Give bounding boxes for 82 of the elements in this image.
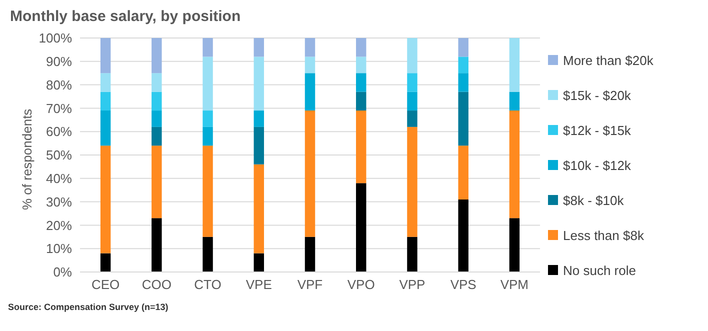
legend-label: $10k - $12k: [563, 158, 631, 172]
bar: [407, 126, 418, 237]
bar: [152, 92, 162, 111]
y-tick-label: 80%: [46, 77, 72, 92]
bar: [202, 38, 213, 57]
y-tick-label: 90%: [46, 54, 72, 70]
bar: [254, 253, 264, 272]
bar: [407, 110, 418, 127]
bar: [509, 110, 520, 218]
x-tick-label: VPF: [297, 277, 323, 292]
bar: [152, 146, 162, 218]
bar: [100, 253, 111, 272]
bar: [458, 199, 468, 272]
bar: [152, 38, 162, 74]
bar: [304, 110, 316, 237]
bar: [152, 218, 162, 272]
y-tick-label: 30%: [46, 194, 72, 210]
bar: [254, 38, 264, 57]
bar: [356, 38, 366, 57]
bar: [100, 92, 111, 111]
bar: [509, 218, 520, 272]
y-tick-label: 70%: [46, 100, 72, 116]
x-tick-label: VPE: [246, 277, 272, 292]
source-note: Source: Compensation Survey (n=13): [8, 302, 170, 312]
x-tick-label: VPS: [450, 277, 477, 292]
legend-label: No such role: [563, 262, 636, 278]
bar: [356, 183, 366, 272]
x-tick-label: CTO: [194, 277, 222, 292]
bar: [509, 92, 520, 111]
bar: [254, 110, 264, 127]
bar: [304, 56, 316, 74]
bar: [202, 110, 213, 127]
y-tick-label: 50%: [46, 148, 72, 163]
bar: [254, 126, 264, 164]
bar: [458, 38, 468, 57]
bar: [100, 146, 111, 254]
bar: [407, 236, 418, 272]
y-tick-label: 100%: [38, 30, 72, 46]
y-tick-label: 60%: [46, 124, 72, 140]
x-tick-label: CEO: [91, 277, 120, 292]
bar: [458, 73, 468, 92]
bar: [509, 38, 520, 92]
bar: [202, 236, 213, 272]
bar: [152, 73, 162, 92]
bar: [304, 236, 316, 272]
bar: [356, 110, 366, 184]
y-tick-label: 20%: [46, 218, 72, 233]
x-tick-label: VPO: [347, 277, 375, 292]
bar: [254, 164, 264, 254]
legend-label: $12k - $15k: [563, 122, 631, 138]
bar: [254, 56, 264, 111]
y-tick-label: 40%: [46, 171, 72, 186]
legend-label: $8k - $10k: [563, 192, 624, 208]
bar: [458, 92, 468, 146]
bar: [202, 56, 213, 111]
bar: [407, 73, 418, 92]
bar: [202, 126, 213, 146]
bar: [356, 73, 366, 92]
bar: [407, 92, 418, 111]
bar: [458, 56, 468, 74]
legend-label: More than $20k: [563, 52, 654, 68]
bar: [356, 92, 366, 111]
bar: [458, 146, 468, 200]
legend-label: $15k - $20k: [563, 88, 631, 102]
bar: [100, 38, 111, 74]
chart-title: Monthly base salary, by position: [9, 8, 242, 27]
bar: [152, 110, 162, 127]
bar: [100, 110, 111, 146]
y-tick-label: 0%: [53, 264, 72, 280]
x-tick-label: VPP: [399, 277, 426, 292]
bar: [407, 38, 418, 74]
bar: [152, 126, 162, 146]
bar: [100, 73, 111, 92]
bar: [356, 56, 366, 74]
legend-label: Less than $8k: [563, 228, 644, 242]
y-tick-label: 10%: [46, 241, 72, 256]
bar: [202, 146, 213, 237]
x-tick-label: COO: [142, 277, 172, 292]
x-tick-label: VPM: [500, 277, 529, 292]
bar: [304, 38, 316, 57]
bar: [304, 73, 316, 111]
y-axis-title: % of respondents: [20, 108, 35, 210]
